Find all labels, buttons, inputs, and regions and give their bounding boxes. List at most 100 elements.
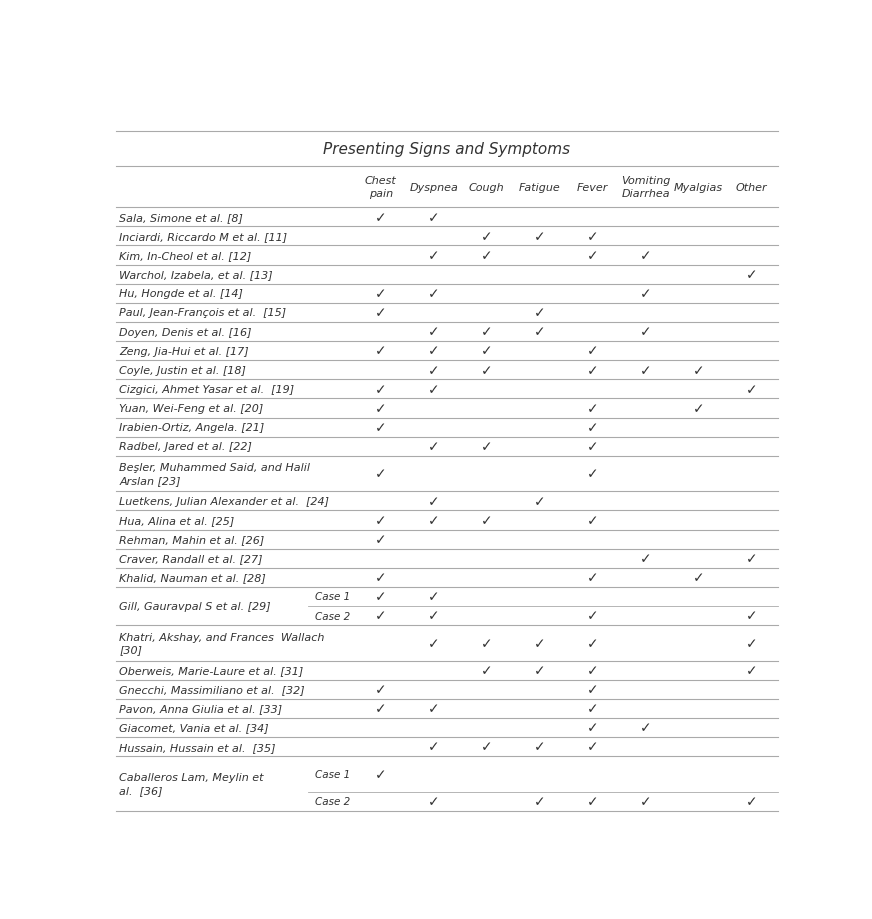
Text: ✓: ✓ (375, 590, 386, 604)
Text: ✓: ✓ (428, 345, 439, 358)
Text: ✓: ✓ (375, 701, 386, 716)
Text: ✓: ✓ (587, 467, 598, 481)
Text: Fatigue: Fatigue (519, 182, 561, 192)
Text: ✓: ✓ (375, 514, 386, 528)
Text: ✓: ✓ (428, 494, 439, 508)
Text: ✓: ✓ (640, 551, 651, 565)
Text: ✓: ✓ (587, 636, 598, 650)
Text: ✓: ✓ (481, 440, 493, 454)
Text: ✓: ✓ (640, 363, 651, 378)
Text: Paul, Jean-François et al.  [15]: Paul, Jean-François et al. [15] (119, 308, 286, 318)
Text: Khalid, Nauman et al. [28]: Khalid, Nauman et al. [28] (119, 573, 266, 583)
Text: Giacomet, Vania et al. [34]: Giacomet, Vania et al. [34] (119, 722, 269, 732)
Text: ✓: ✓ (587, 609, 598, 623)
Text: ✓: ✓ (587, 421, 598, 435)
Text: ✓: ✓ (428, 382, 439, 396)
Text: ✓: ✓ (587, 230, 598, 244)
Text: Oberweis, Marie-Laure et al. [31]: Oberweis, Marie-Laure et al. [31] (119, 665, 303, 675)
Text: Luetkens, Julian Alexander et al.  [24]: Luetkens, Julian Alexander et al. [24] (119, 496, 329, 506)
Text: ✓: ✓ (428, 363, 439, 378)
Text: ✓: ✓ (534, 230, 546, 244)
Text: ✓: ✓ (428, 440, 439, 454)
Text: ✓: ✓ (481, 636, 493, 650)
Text: ✓: ✓ (375, 287, 386, 301)
Text: Other: Other (736, 182, 767, 192)
Text: ✓: ✓ (428, 210, 439, 224)
Text: Craver, Randall et al. [27]: Craver, Randall et al. [27] (119, 553, 262, 563)
Text: ✓: ✓ (375, 345, 386, 358)
Text: ✓: ✓ (375, 306, 386, 320)
Text: ✓: ✓ (587, 664, 598, 677)
Text: ✓: ✓ (481, 740, 493, 754)
Text: ✓: ✓ (692, 402, 705, 415)
Text: Cizgici, Ahmet Yasar et al.  [19]: Cizgici, Ahmet Yasar et al. [19] (119, 384, 294, 394)
Text: Pavon, Anna Giulia et al. [33]: Pavon, Anna Giulia et al. [33] (119, 704, 283, 713)
Text: Zeng, Jia-Hui et al. [17]: Zeng, Jia-Hui et al. [17] (119, 346, 249, 357)
Text: ✓: ✓ (375, 467, 386, 481)
Text: ✓: ✓ (640, 287, 651, 301)
Text: ✓: ✓ (375, 421, 386, 435)
Text: Chest
pain: Chest pain (364, 176, 397, 199)
Text: ✓: ✓ (587, 720, 598, 734)
Text: ✓: ✓ (746, 267, 758, 282)
Text: ✓: ✓ (587, 571, 598, 584)
Text: ✓: ✓ (534, 494, 546, 508)
Text: ✓: ✓ (640, 794, 651, 809)
Text: ✓: ✓ (375, 382, 386, 396)
Text: ✓: ✓ (375, 210, 386, 224)
Text: ✓: ✓ (534, 664, 546, 677)
Text: Beşler, Muhammed Said, and Halil
Arslan [23]: Beşler, Muhammed Said, and Halil Arslan … (119, 463, 310, 485)
Text: Inciardi, Riccardo M et al. [11]: Inciardi, Riccardo M et al. [11] (119, 232, 287, 242)
Text: ✓: ✓ (481, 664, 493, 677)
Text: ✓: ✓ (375, 767, 386, 781)
Text: ✓: ✓ (692, 571, 705, 584)
Text: ✓: ✓ (692, 363, 705, 378)
Text: Vomiting
Diarrhea: Vomiting Diarrhea (621, 176, 671, 199)
Text: ✓: ✓ (746, 664, 758, 677)
Text: Hussain, Hussain et al.  [35]: Hussain, Hussain et al. [35] (119, 742, 276, 752)
Text: ✓: ✓ (428, 590, 439, 604)
Text: ✓: ✓ (534, 794, 546, 809)
Text: ✓: ✓ (587, 701, 598, 716)
Text: ✓: ✓ (428, 514, 439, 528)
Text: Warchol, Izabela, et al. [13]: Warchol, Izabela, et al. [13] (119, 270, 273, 279)
Text: ✓: ✓ (587, 402, 598, 415)
Text: ✓: ✓ (428, 287, 439, 301)
Text: Yuan, Wei-Feng et al. [20]: Yuan, Wei-Feng et al. [20] (119, 403, 263, 414)
Text: Gnecchi, Massimiliano et al.  [32]: Gnecchi, Massimiliano et al. [32] (119, 685, 304, 695)
Text: ✓: ✓ (534, 306, 546, 320)
Text: Doyen, Denis et al. [16]: Doyen, Denis et al. [16] (119, 327, 252, 337)
Text: ✓: ✓ (640, 325, 651, 339)
Text: ✓: ✓ (428, 609, 439, 623)
Text: Presenting Signs and Symptoms: Presenting Signs and Symptoms (324, 142, 570, 157)
Text: Hu, Hongde et al. [14]: Hu, Hongde et al. [14] (119, 289, 243, 299)
Text: ✓: ✓ (428, 794, 439, 809)
Text: Sala, Simone et al. [8]: Sala, Simone et al. [8] (119, 212, 243, 222)
Text: Irabien-Ortiz, Angela. [21]: Irabien-Ortiz, Angela. [21] (119, 423, 264, 433)
Text: ✓: ✓ (375, 683, 386, 697)
Text: ✓: ✓ (375, 532, 386, 547)
Text: ✓: ✓ (587, 363, 598, 378)
Text: ✓: ✓ (587, 740, 598, 754)
Text: Hua, Alina et al. [25]: Hua, Alina et al. [25] (119, 516, 235, 526)
Text: Case 1: Case 1 (316, 592, 351, 602)
Text: Myalgias: Myalgias (674, 182, 723, 192)
Text: ✓: ✓ (587, 249, 598, 263)
Text: ✓: ✓ (746, 794, 758, 809)
Text: ✓: ✓ (746, 551, 758, 565)
Text: ✓: ✓ (534, 325, 546, 339)
Text: ✓: ✓ (587, 514, 598, 528)
Text: ✓: ✓ (481, 325, 493, 339)
Text: ✓: ✓ (428, 740, 439, 754)
Text: Cough: Cough (469, 182, 505, 192)
Text: Khatri, Akshay, and Frances  Wallach
[30]: Khatri, Akshay, and Frances Wallach [30] (119, 632, 324, 654)
Text: Case 2: Case 2 (316, 796, 351, 806)
Text: ✓: ✓ (428, 636, 439, 650)
Text: ✓: ✓ (481, 514, 493, 528)
Text: ✓: ✓ (534, 740, 546, 754)
Text: ✓: ✓ (428, 249, 439, 263)
Text: ✓: ✓ (481, 363, 493, 378)
Text: ✓: ✓ (481, 230, 493, 244)
Text: ✓: ✓ (375, 571, 386, 584)
Text: Case 1: Case 1 (316, 769, 351, 779)
